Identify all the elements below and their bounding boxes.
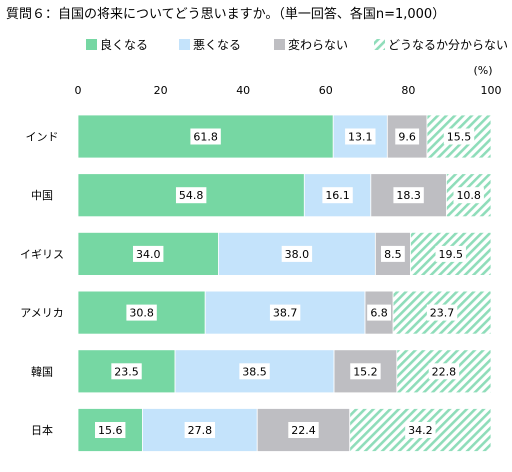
data-label: 15.6 xyxy=(98,424,123,437)
bar-segment xyxy=(410,231,492,276)
data-label-bg xyxy=(288,422,319,438)
data-label: 34.2 xyxy=(408,424,433,437)
data-label-bg xyxy=(175,187,207,204)
x-axis-ticks: 0 20 40 60 80 100 xyxy=(75,84,502,97)
data-label: 13.1 xyxy=(348,131,373,144)
data-label: 22.8 xyxy=(432,365,457,378)
data-label: 27.8 xyxy=(188,424,213,437)
data-label: 9.6 xyxy=(398,131,416,144)
bars: 61.8 13.1 9.6 15.5 54.8 16.1 18.3 10.8 34.0 38.0 8… xyxy=(77,114,492,452)
unit-label: (%) xyxy=(473,64,492,77)
data-label-bg xyxy=(350,363,381,380)
data-label: 22.4 xyxy=(291,424,316,437)
data-label-bg xyxy=(190,128,221,145)
data-label-bg xyxy=(95,422,126,438)
data-label: 38.5 xyxy=(242,365,267,378)
data-label: 8.5 xyxy=(384,248,402,261)
category-label: 中国 xyxy=(31,189,53,202)
category-label: イギリス xyxy=(20,248,64,261)
legend-swatch-4 xyxy=(374,39,385,50)
data-label: 61.8 xyxy=(193,131,218,144)
data-label: 54.8 xyxy=(179,189,204,202)
data-label-bg xyxy=(133,245,164,262)
legend-label-3: 変わらない xyxy=(288,37,348,52)
chart-title: 質問６：自国の将来についてどう思いますか。（単一回答、各国n=1,000） xyxy=(6,6,445,22)
data-label: 18.3 xyxy=(396,189,421,202)
data-label-bg xyxy=(269,304,301,321)
legend-swatch-2 xyxy=(179,39,190,50)
legend-label-4: どうなるか分からない xyxy=(388,38,508,52)
data-label: 38.0 xyxy=(285,248,310,261)
legend-swatch-3 xyxy=(274,39,285,50)
data-label-bg xyxy=(281,245,313,262)
data-label-bg xyxy=(426,304,458,321)
data-label: 30.8 xyxy=(129,307,154,320)
legend: 良くなる 悪くなる 変わらない どうなるか分からない xyxy=(86,37,508,52)
data-label: 38.7 xyxy=(273,307,298,320)
data-label: 15.2 xyxy=(353,365,378,378)
data-label: 16.1 xyxy=(325,189,350,202)
category-label: アメリカ xyxy=(20,307,63,320)
data-label: 23.5 xyxy=(114,365,139,378)
data-label-bg xyxy=(395,128,420,145)
bar-segment xyxy=(332,114,388,159)
category-label: 韓国 xyxy=(31,365,53,378)
data-label: 6.8 xyxy=(370,307,388,320)
data-label-bg xyxy=(435,245,466,262)
data-label: 34.0 xyxy=(136,248,161,261)
data-label: 10.8 xyxy=(456,189,481,202)
data-label: 19.5 xyxy=(438,248,463,261)
data-label-bg xyxy=(453,187,484,204)
data-label: 15.5 xyxy=(447,131,472,144)
data-label-bg xyxy=(405,422,436,438)
legend-label-1: 良くなる xyxy=(100,37,148,52)
x-tick-label: 60 xyxy=(319,84,333,97)
x-tick-label: 80 xyxy=(401,84,415,97)
data-label-bg xyxy=(322,187,353,204)
data-label-bg xyxy=(239,363,270,380)
category-label: 日本 xyxy=(31,423,53,437)
data-label-bg xyxy=(443,128,475,145)
data-label-bg xyxy=(428,363,460,380)
data-label-bg xyxy=(393,187,424,204)
x-tick-label: 20 xyxy=(154,84,168,97)
data-label-bg xyxy=(381,245,405,262)
x-tick-label: 40 xyxy=(236,84,250,97)
data-label: 23.7 xyxy=(430,307,455,320)
data-label-bg xyxy=(184,422,216,438)
x-tick-label: 0 xyxy=(75,84,82,97)
data-label-bg xyxy=(126,304,157,321)
legend-swatch-1 xyxy=(86,39,97,50)
x-tick-label: 100 xyxy=(481,84,502,97)
legend-label-2: 悪くなる xyxy=(193,38,241,52)
category-label: インド xyxy=(26,131,59,144)
data-label-bg xyxy=(367,304,391,321)
data-label-bg xyxy=(111,363,142,380)
data-label-bg xyxy=(345,128,376,145)
